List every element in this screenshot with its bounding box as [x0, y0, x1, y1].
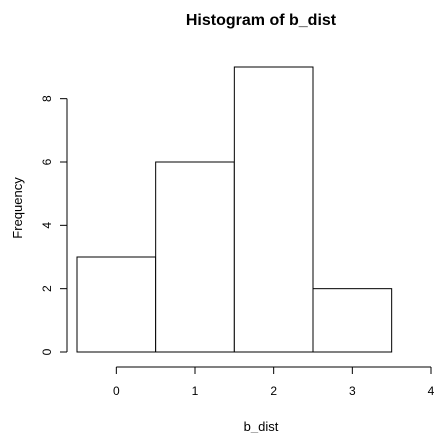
- x-tick-label-2: 2: [270, 384, 277, 398]
- y-tick-label-6: 6: [40, 158, 54, 165]
- y-tick-label-8: 8: [40, 95, 54, 102]
- y-tick-label-4: 4: [40, 222, 54, 229]
- y-tick-label-0: 0: [40, 348, 54, 355]
- x-tick-label-3: 3: [349, 384, 356, 398]
- x-tick-label-0: 0: [113, 384, 120, 398]
- bar-0: [77, 257, 156, 352]
- bars-group: [77, 67, 392, 352]
- x-tick-label-1: 1: [192, 384, 199, 398]
- y-tick-label-2: 2: [40, 285, 54, 292]
- chart-title: Histogram of b_dist: [186, 12, 337, 29]
- x-tick-label-4: 4: [428, 384, 434, 398]
- x-axis: 0 1 2 3 4: [113, 367, 434, 398]
- bar-3: [313, 289, 392, 352]
- bar-2: [234, 67, 313, 352]
- y-axis-label: Frequency: [10, 177, 25, 239]
- x-axis-label: b_dist: [244, 419, 279, 433]
- y-axis: 0 2 4 6 8: [40, 95, 67, 355]
- bar-1: [156, 162, 235, 352]
